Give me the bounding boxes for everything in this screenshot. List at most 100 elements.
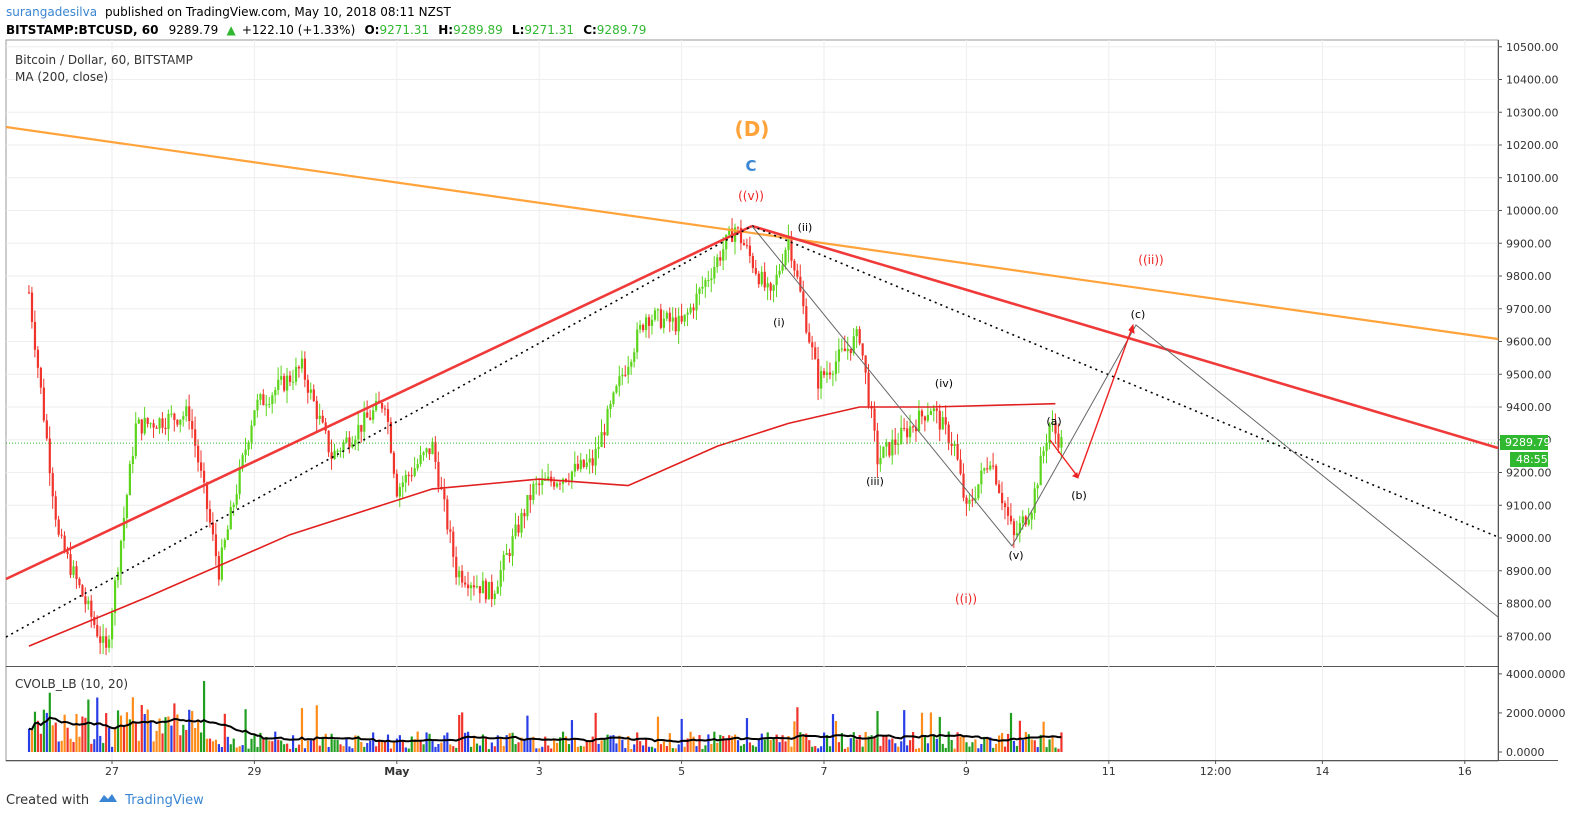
volume-bar — [493, 746, 496, 752]
candle-body — [125, 495, 129, 518]
candle-body — [523, 512, 526, 517]
volume-bar — [748, 742, 752, 752]
candle-body — [582, 459, 585, 467]
candle-body — [686, 312, 689, 315]
candle-body — [849, 348, 852, 354]
volume-bar — [54, 722, 57, 752]
candle-body — [787, 236, 790, 251]
volume-bar — [1006, 733, 1010, 752]
volume-bar — [452, 746, 455, 752]
volume-bar — [472, 735, 476, 752]
volume-bar — [437, 743, 440, 752]
volume-bar — [1039, 734, 1042, 752]
volume-bar — [923, 735, 927, 752]
volume-bar — [93, 739, 96, 752]
wave-label: (b) — [1071, 489, 1087, 502]
volume-bar — [286, 743, 289, 752]
tradingview-link[interactable]: TradingView — [125, 792, 204, 808]
series-title[interactable]: Bitcoin / Dollar, 60, BITSTAMP — [15, 53, 193, 67]
volume-bar — [161, 733, 164, 752]
candle-body — [671, 317, 674, 322]
volume-bar — [959, 736, 962, 752]
volume-bar — [582, 746, 585, 752]
candle-body — [745, 245, 749, 247]
candle-body — [291, 381, 295, 383]
volume-bar — [339, 744, 342, 752]
candle-body — [550, 476, 553, 482]
candle-body — [532, 483, 535, 501]
volume-bar — [716, 742, 719, 752]
volume-bar — [992, 747, 995, 752]
candle-body — [585, 462, 588, 467]
candle-body — [487, 581, 490, 600]
candle-body — [1051, 422, 1054, 424]
candle-body — [428, 448, 431, 455]
volume-bar — [639, 741, 642, 752]
candle-body — [434, 441, 437, 462]
volume-bar — [570, 720, 574, 752]
ma-legend[interactable]: MA (200, close) — [15, 70, 108, 84]
candle-body — [232, 504, 235, 508]
candle-body — [93, 616, 96, 625]
candle-body — [342, 442, 345, 451]
volume-bar — [69, 738, 72, 752]
candle-body — [677, 315, 680, 332]
volume-bar — [116, 710, 120, 752]
volume-bar — [914, 748, 918, 752]
volume-bar — [39, 733, 42, 752]
candle-body — [529, 495, 532, 501]
volume-bar — [461, 712, 464, 752]
volume-bar — [481, 734, 485, 752]
candle-body — [639, 324, 642, 330]
candle-body — [573, 463, 576, 472]
volume-bar — [283, 744, 286, 752]
candle-body — [75, 566, 78, 579]
ascending-trendline-red — [5, 224, 753, 581]
volume-bar — [208, 738, 212, 752]
candle-body — [66, 551, 69, 555]
candle-body — [992, 465, 995, 467]
volume-bar — [683, 746, 686, 752]
candle-body — [674, 317, 677, 332]
candle-body — [247, 442, 250, 450]
candle-body — [259, 394, 262, 400]
price-tick-label: 10500.00 — [1506, 41, 1559, 54]
candle-body — [995, 465, 998, 485]
volume-bar — [576, 746, 579, 752]
volume-bar — [974, 739, 977, 752]
volume-bar — [900, 741, 903, 752]
volume-bar — [253, 734, 256, 752]
price-tick-label: 9000.00 — [1506, 532, 1552, 545]
volume-bar — [87, 699, 90, 752]
volume-bar — [392, 740, 396, 752]
candle-body — [309, 389, 312, 393]
candle-body — [1006, 507, 1010, 516]
time-tick-label: 12:00 — [1200, 765, 1232, 778]
candle-body — [1009, 515, 1013, 522]
candle-body — [351, 444, 354, 448]
author-link[interactable]: surangadesilva — [6, 5, 97, 19]
volume-bar — [363, 746, 366, 752]
volume-bar — [971, 742, 974, 752]
volume-bar — [247, 748, 250, 752]
time-tick-label: 14 — [1315, 765, 1329, 778]
volume-bar — [164, 717, 167, 752]
up-arrow-icon: ▲ — [226, 23, 236, 37]
candle-body — [517, 524, 520, 533]
volume-bar — [754, 746, 757, 752]
volume-bar — [467, 731, 470, 752]
descending-trendline-orange — [5, 125, 1499, 341]
candle-body — [763, 271, 766, 288]
volume-bar — [689, 731, 692, 752]
volume-bar — [825, 734, 829, 752]
candle-body — [419, 454, 422, 465]
volume-bar — [917, 748, 921, 752]
volume-bar — [60, 740, 63, 752]
candle-body — [241, 455, 244, 468]
volume-bar — [636, 732, 639, 752]
volume-legend[interactable]: CVOLB_LB (10, 20) — [15, 677, 128, 691]
candle-body — [205, 482, 209, 510]
price-tick-label: 10200.00 — [1506, 139, 1559, 152]
